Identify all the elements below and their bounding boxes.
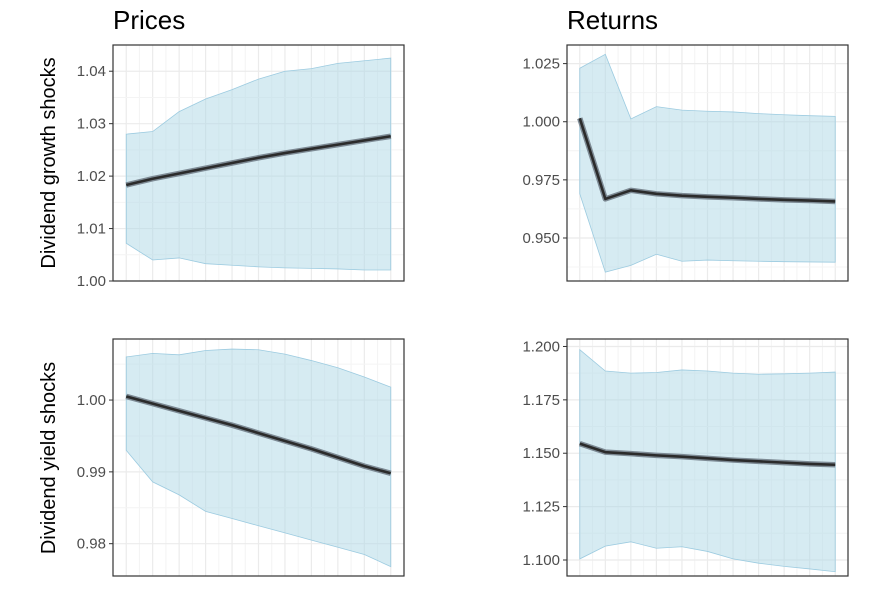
panel-border — [112, 44, 405, 282]
panel-border — [566, 44, 849, 282]
median-line — [125, 134, 391, 187]
column-title-prices: Prices — [113, 5, 185, 35]
row-title-dividend-growth-shocks: Dividend growth shocks — [38, 57, 60, 268]
y-tick-label: 1.000 — [522, 114, 560, 131]
median-line — [125, 395, 392, 475]
confidence-band — [125, 57, 392, 271]
panel-returns-dividend-growth-shocks: 0.950 0.975 1.000 1.025 — [522, 44, 849, 282]
y-tick-label: 1.00 — [77, 273, 106, 290]
y-tick-label: 1.04 — [77, 63, 106, 80]
y-tick-label: 1.025 — [522, 56, 560, 73]
panel-grid: 1.00 1.01 1.02 1.03 1.04 0.950 0.975 1.000 1.025… — [77, 44, 849, 577]
y-tick-label: 0.975 — [522, 172, 560, 189]
median-line — [578, 117, 836, 203]
y-tick-label: 0.98 — [77, 536, 106, 553]
median-line — [579, 442, 836, 467]
column-title-returns: Returns — [567, 5, 658, 35]
confidence-band — [125, 348, 392, 568]
confidence-band — [579, 53, 836, 273]
y-tick-label: 1.00 — [77, 392, 106, 409]
panel-border — [112, 338, 405, 577]
panel-prices-dividend-growth-shocks: 1.00 1.01 1.02 1.03 1.04 — [77, 44, 405, 290]
y-tick-label: 1.175 — [522, 392, 560, 409]
y-tick-label: 1.150 — [522, 445, 560, 462]
y-tick-label: 0.950 — [522, 230, 560, 247]
y-tick-label: 1.125 — [522, 499, 560, 516]
panel-border — [566, 338, 849, 577]
y-tick-label: 1.100 — [522, 552, 560, 569]
y-tick-label: 1.200 — [522, 338, 560, 355]
panel-prices-dividend-yield-shocks: 0.98 0.99 1.00 — [77, 338, 405, 577]
y-tick-label: 1.03 — [77, 116, 106, 133]
y-tick-label: 1.01 — [77, 221, 106, 238]
y-tick-label: 1.02 — [77, 168, 106, 185]
y-tick-label: 0.99 — [77, 464, 106, 481]
panel-returns-dividend-yield-shocks: 1.100 1.125 1.150 1.175 1.200 — [522, 338, 849, 577]
row-title-dividend-yield-shocks: Dividend yield shocks — [38, 362, 60, 554]
